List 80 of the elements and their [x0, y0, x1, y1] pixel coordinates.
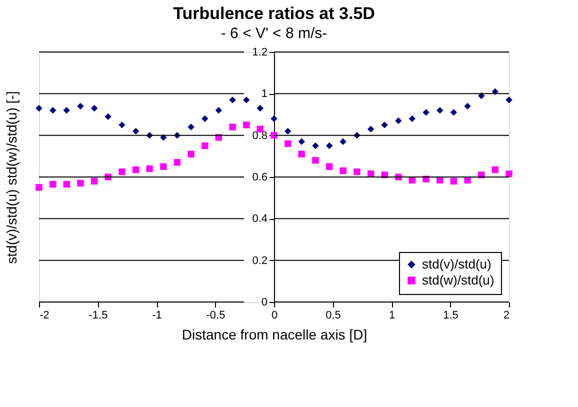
point [63, 180, 70, 188]
point [340, 138, 346, 145]
point [50, 180, 56, 188]
point [284, 128, 292, 135]
point [202, 115, 208, 122]
y-tick-label: 0.2 [252, 254, 268, 267]
point [36, 184, 42, 191]
point [395, 117, 402, 124]
point [422, 176, 430, 182]
point [50, 106, 56, 114]
y-tick-label: 0.4 [252, 213, 268, 226]
point [464, 102, 471, 110]
point [188, 150, 194, 158]
y-axis-title: std(v)/std(u) std(w)/std(u) [-] [4, 91, 20, 264]
point [243, 96, 250, 104]
point [354, 168, 360, 176]
x-tick-label: -2 [40, 310, 50, 322]
point [229, 96, 236, 104]
x-tick-label: -1.5 [88, 310, 108, 322]
point [229, 124, 236, 130]
x-tick-label: -0.5 [206, 310, 226, 322]
point [188, 124, 194, 130]
point [90, 104, 98, 112]
x-axis-title: Distance from nacelle axis [D] [182, 326, 368, 342]
y-tick-label: 1 [261, 88, 268, 100]
point [326, 142, 333, 150]
point [381, 172, 388, 178]
point [367, 126, 374, 132]
point [77, 102, 84, 110]
x-tick-label: 1 [388, 310, 396, 322]
point [450, 109, 458, 116]
point [63, 106, 70, 114]
legend-label: std(w)/std(u) [422, 272, 494, 288]
point [298, 150, 305, 158]
point [298, 138, 305, 145]
point [36, 104, 42, 112]
y-tick-label: 0 [261, 296, 268, 308]
point [104, 174, 112, 180]
point [450, 178, 458, 185]
point [77, 180, 84, 187]
point [492, 166, 498, 174]
x-tick-label: 0.5 [326, 310, 341, 322]
point [506, 170, 512, 178]
point [270, 115, 278, 122]
point [436, 176, 444, 184]
x-tick-label: -1 [152, 310, 162, 322]
point [118, 168, 126, 176]
point [436, 106, 444, 114]
point [256, 104, 264, 112]
x-tick-label: 0 [271, 310, 278, 322]
point [215, 106, 222, 114]
point [132, 128, 140, 135]
point [104, 113, 112, 120]
point [118, 122, 126, 128]
legend-label: std(v)/std(u) [422, 256, 492, 272]
point [464, 176, 471, 184]
point [284, 140, 292, 148]
point [326, 163, 333, 170]
point [312, 156, 319, 164]
point [506, 96, 512, 104]
point [202, 142, 208, 150]
point [146, 165, 153, 172]
point [312, 142, 319, 150]
y-tick-label: 0.8 [252, 130, 268, 142]
y-tick-label: 0.6 [252, 172, 268, 184]
point [422, 109, 430, 116]
point [174, 159, 181, 166]
x-tick-label: 1.5 [443, 310, 458, 322]
chart-title: Turbulence ratios at 3.5D [173, 4, 375, 23]
chart-subtitle: - 6 < V' < 8 m/s- [220, 25, 328, 42]
point [160, 163, 167, 170]
point [340, 167, 346, 174]
point [408, 115, 416, 122]
y-tick-label: 1.2 [252, 46, 268, 58]
x-tick-label: 2 [503, 310, 510, 322]
point [381, 122, 388, 128]
point [132, 166, 140, 174]
point [395, 174, 402, 180]
point [90, 178, 98, 185]
point [243, 122, 250, 128]
